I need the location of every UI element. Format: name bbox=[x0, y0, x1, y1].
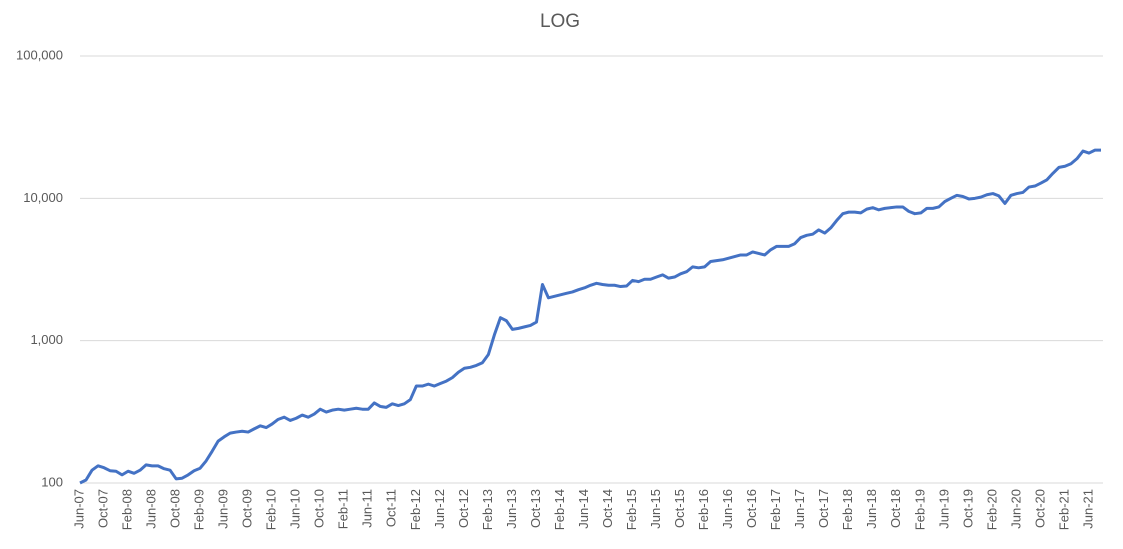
x-tick-label: Jun-10 bbox=[288, 489, 303, 529]
x-tick-label: Feb-08 bbox=[119, 489, 134, 530]
x-tick-label: Oct-15 bbox=[672, 489, 687, 528]
x-tick-label: Feb-17 bbox=[768, 489, 783, 530]
x-tick-label: Oct-07 bbox=[95, 489, 110, 528]
x-tick-label: Oct-17 bbox=[816, 489, 831, 528]
x-tick-label: Feb-12 bbox=[408, 489, 423, 530]
x-tick-label: Oct-20 bbox=[1032, 489, 1047, 528]
x-tick-label: Jun-07 bbox=[71, 489, 86, 529]
x-tick-label: Oct-18 bbox=[888, 489, 903, 528]
x-tick-label: Jun-08 bbox=[144, 489, 159, 529]
x-tick-label: Jun-15 bbox=[648, 489, 663, 529]
x-tick-label: Jun-21 bbox=[1080, 489, 1095, 529]
x-tick-label: Feb-10 bbox=[264, 489, 279, 530]
x-tick-label: Feb-09 bbox=[192, 489, 207, 530]
chart-title: LOG bbox=[540, 11, 580, 32]
x-tick-label: Jun-19 bbox=[936, 489, 951, 529]
x-tick-label: Jun-13 bbox=[504, 489, 519, 529]
x-tick-label: Jun-17 bbox=[792, 489, 807, 529]
y-tick-label: 100,000 bbox=[16, 47, 63, 62]
y-tick-label: 100 bbox=[41, 474, 63, 489]
x-tick-label: Feb-16 bbox=[696, 489, 711, 530]
x-tick-label: Feb-11 bbox=[336, 489, 351, 529]
x-tick-label: Oct-08 bbox=[168, 489, 183, 528]
x-tick-label: Oct-12 bbox=[456, 489, 471, 528]
x-tick-label: Jun-18 bbox=[864, 489, 879, 529]
x-tick-label: Jun-09 bbox=[216, 489, 231, 529]
x-tick-label: Feb-20 bbox=[984, 489, 999, 530]
x-tick-label: Oct-16 bbox=[744, 489, 759, 528]
y-tick-label: 10,000 bbox=[23, 190, 63, 205]
x-tick-label: Oct-10 bbox=[312, 489, 327, 528]
x-tick-label: Feb-19 bbox=[912, 489, 927, 530]
x-tick-label: Feb-15 bbox=[624, 489, 639, 530]
x-tick-label: Oct-09 bbox=[240, 489, 255, 528]
x-tick-label: Feb-13 bbox=[480, 489, 495, 530]
x-tick-label: Oct-19 bbox=[960, 489, 975, 528]
x-tick-label: Jun-11 bbox=[360, 489, 375, 528]
x-tick-label: Feb-18 bbox=[840, 489, 855, 530]
x-tick-label: Jun-16 bbox=[720, 489, 735, 529]
x-tick-label: Feb-14 bbox=[552, 489, 567, 530]
y-tick-label: 1,000 bbox=[30, 332, 63, 347]
x-tick-label: Jun-14 bbox=[576, 489, 591, 529]
x-tick-label: Oct-14 bbox=[600, 489, 615, 528]
x-tick-label: Feb-21 bbox=[1056, 489, 1071, 530]
x-tick-label: Oct-11 bbox=[384, 489, 399, 527]
x-tick-label: Jun-20 bbox=[1008, 489, 1023, 529]
line-series bbox=[79, 148, 1101, 485]
x-tick-label: Oct-13 bbox=[528, 489, 543, 528]
x-tick-label: Jun-12 bbox=[432, 489, 447, 529]
